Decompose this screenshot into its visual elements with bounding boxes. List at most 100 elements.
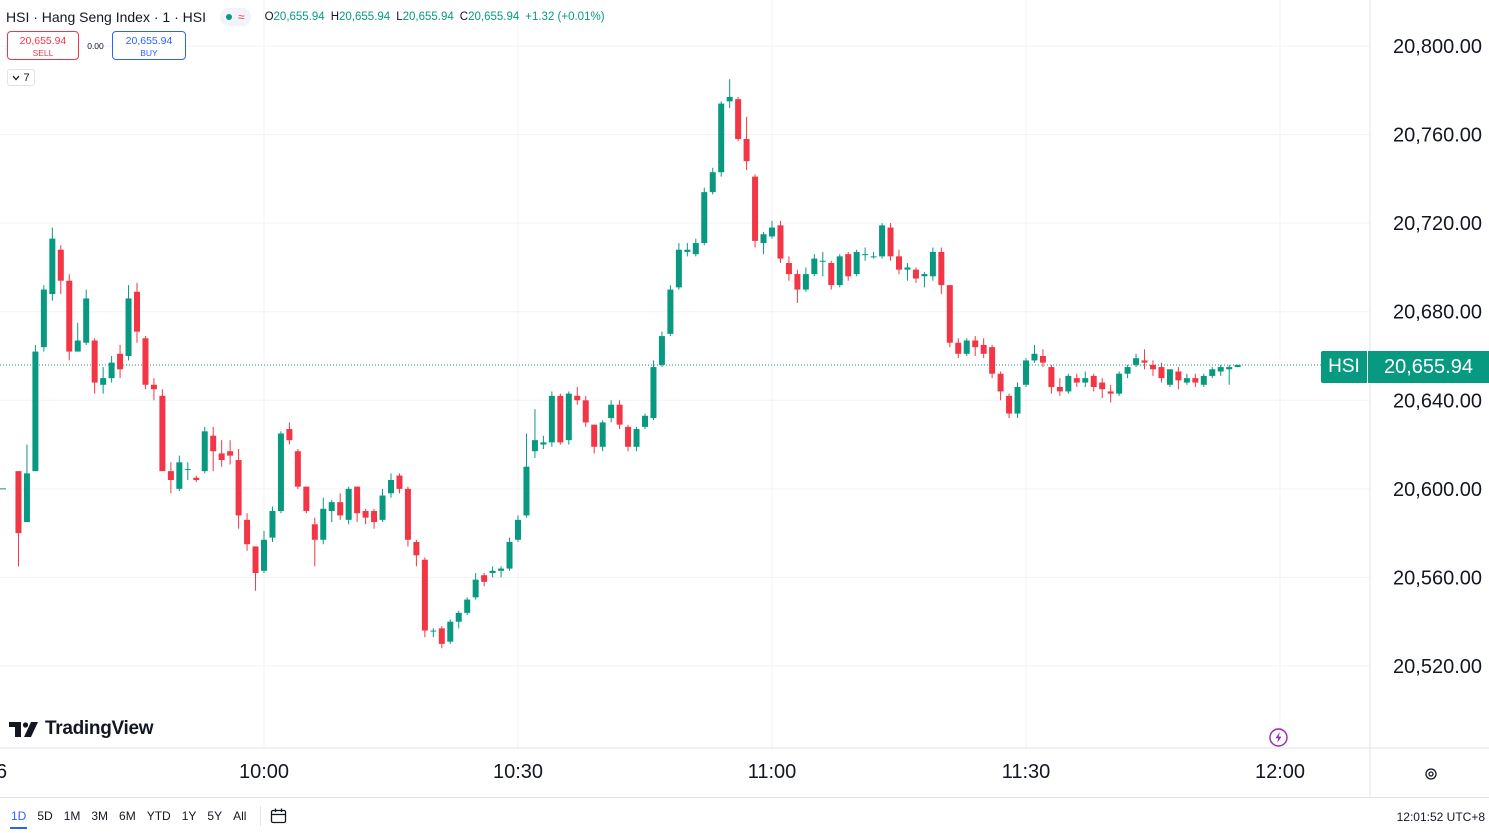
candle-body <box>836 256 843 286</box>
candle-body <box>1082 378 1089 383</box>
candle <box>303 486 310 514</box>
candle-body <box>269 511 276 538</box>
candle <box>735 96 742 142</box>
symbol-title[interactable]: HSI · Hang Seng Index · 1 · HSI <box>6 9 206 25</box>
range-button-all[interactable]: All <box>233 809 247 823</box>
candle-body <box>1023 360 1029 385</box>
candle <box>828 260 835 290</box>
indicators-toggle-button[interactable]: 7 <box>7 69 35 86</box>
buy-button[interactable]: 20,655.94 BUY <box>112 31 186 60</box>
settings-icon[interactable] <box>1423 766 1439 782</box>
candle <box>574 387 581 405</box>
candle <box>963 338 970 356</box>
candle-body <box>591 424 598 447</box>
candle-body <box>404 488 411 540</box>
candle-body <box>1107 391 1114 394</box>
candle <box>709 167 716 195</box>
candle <box>184 462 191 480</box>
candle <box>472 573 479 600</box>
candle-body <box>616 404 623 425</box>
y-tick-label: 20,640.00 <box>1393 390 1482 412</box>
candle-body <box>819 260 826 262</box>
candle-body <box>929 251 936 277</box>
calendar-icon[interactable] <box>269 806 289 826</box>
sell-label: SELL <box>32 48 54 58</box>
candle <box>870 251 877 259</box>
candle-body <box>1099 382 1106 390</box>
candle-body <box>642 415 648 427</box>
candle-body <box>83 298 90 343</box>
candle-body <box>997 373 1004 392</box>
candle-body <box>845 254 852 277</box>
candle-body <box>464 599 471 613</box>
range-button-6m[interactable]: 6M <box>119 809 136 823</box>
lightning-icon[interactable] <box>1269 728 1288 747</box>
candle-body <box>658 336 665 365</box>
candle <box>218 440 225 467</box>
candle-body <box>904 267 911 270</box>
candle <box>269 506 276 542</box>
candlestick-chart[interactable]: 20,520.00 20,560.00 20,600.00 20,640.00 20,6… <box>0 0 1489 797</box>
candle-body <box>261 539 267 571</box>
candle-body <box>311 524 318 540</box>
spread-value: 0.00 <box>87 40 104 51</box>
candle <box>311 517 318 567</box>
candle <box>1133 353 1140 368</box>
candle-body <box>388 480 394 494</box>
candle-body <box>362 511 369 518</box>
market-status-pill[interactable]: ≈ <box>219 8 251 26</box>
candle <box>726 79 733 108</box>
range-button-1m[interactable]: 1M <box>63 809 81 823</box>
x-tick-label: 10:30 <box>493 761 543 783</box>
candle <box>261 530 267 573</box>
candle <box>946 285 953 348</box>
candle <box>371 508 378 529</box>
candle <box>176 455 183 492</box>
candle <box>74 322 81 352</box>
candle-body <box>896 256 902 270</box>
candle-body <box>811 258 818 275</box>
clock-timezone[interactable]: 12:01:52 UTC+8 <box>1396 810 1485 824</box>
candle <box>718 101 725 177</box>
range-button-5y[interactable]: 5Y <box>207 809 223 823</box>
candle-body <box>320 508 327 540</box>
candle-body <box>1200 375 1207 385</box>
candle <box>91 338 98 394</box>
low-label: L <box>396 11 403 23</box>
candle <box>464 597 471 616</box>
candle <box>1209 367 1216 379</box>
range-button-ytd[interactable]: YTD <box>146 809 171 823</box>
candle <box>760 232 767 255</box>
candle-body <box>540 442 547 445</box>
candle-body <box>193 477 200 480</box>
open-value: 20,655.94 <box>273 11 325 23</box>
candle-body <box>1226 367 1233 370</box>
candle-body <box>972 340 979 348</box>
candle <box>752 174 759 248</box>
candle-body <box>862 254 869 256</box>
date-range-selector: 1D 5D 1M 3M 6M YTD 1Y 5Y All <box>9 809 247 829</box>
candle <box>1234 364 1241 368</box>
range-button-3m[interactable]: 3M <box>91 809 109 823</box>
candle <box>125 285 132 361</box>
candle <box>455 610 462 629</box>
candle <box>853 249 860 277</box>
sell-button[interactable]: 20,655.94 SELL <box>7 31 79 60</box>
market-open-dot-icon <box>225 14 232 20</box>
tradingview-logo[interactable]: TradingView <box>9 718 154 740</box>
candle <box>438 626 445 649</box>
candle <box>83 289 90 345</box>
range-button-1d[interactable]: 1D <box>9 809 28 829</box>
range-button-5d[interactable]: 5D <box>37 809 53 823</box>
candle-body <box>574 395 581 401</box>
candle <box>743 116 750 170</box>
buy-label: BUY <box>140 48 158 58</box>
candle-body <box>167 471 174 480</box>
candle-body <box>91 340 98 383</box>
candle <box>684 243 691 257</box>
candle-body <box>548 395 555 443</box>
range-button-1y[interactable]: 1Y <box>181 809 197 823</box>
candle <box>1099 378 1106 399</box>
candle <box>49 227 56 301</box>
candle-body <box>1183 378 1190 383</box>
